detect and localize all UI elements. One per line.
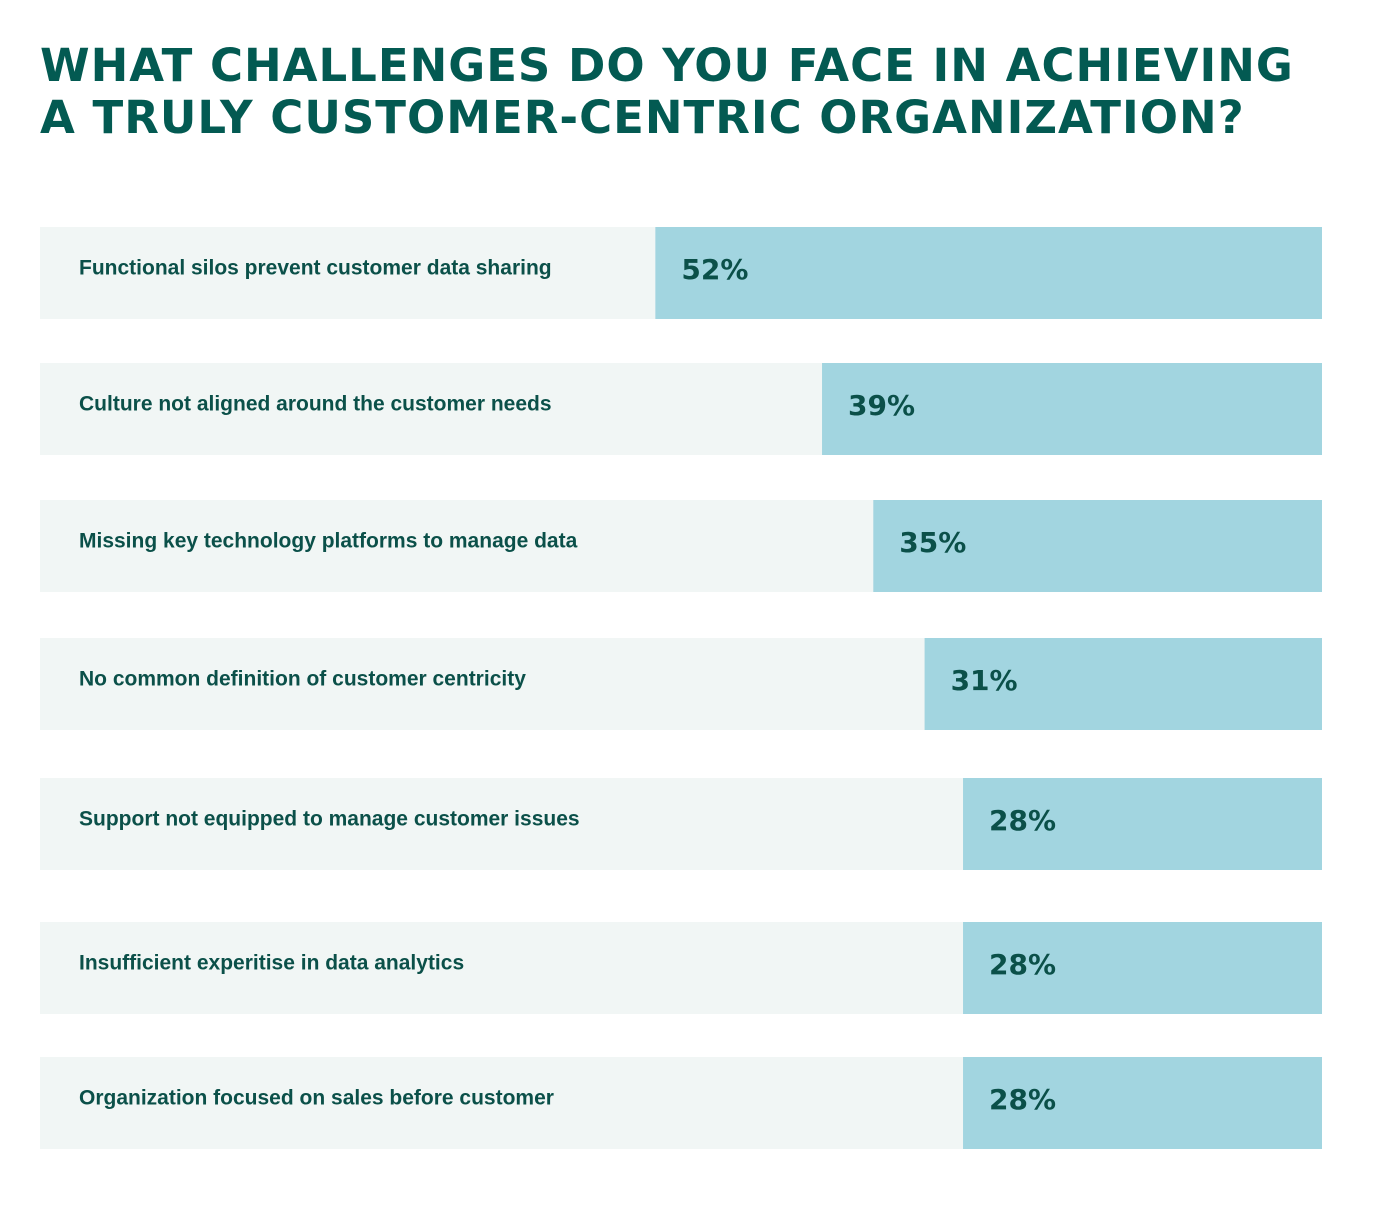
category-label: Culture not aligned around the customer … (79, 393, 552, 416)
chart-title: WHAT CHALLENGES DO YOU FACE IN ACHIEVING… (40, 40, 1340, 144)
value-label: 39% (848, 389, 915, 422)
bar-row: Missing key technology platforms to mana… (40, 500, 1322, 592)
category-label: Organization focused on sales before cus… (79, 1087, 554, 1110)
value-label: 28% (989, 1083, 1056, 1116)
bar-row: Insufficient experitise in data analytic… (40, 922, 1322, 1014)
bar (873, 500, 1322, 592)
bar-row: Organization focused on sales before cus… (40, 1057, 1322, 1149)
value-label: 35% (899, 526, 966, 559)
category-label: Functional silos prevent customer data s… (79, 257, 552, 280)
chart-title-line-1: WHAT CHALLENGES DO YOU FACE IN ACHIEVING (40, 39, 1294, 92)
value-label: 52% (681, 253, 748, 286)
bar (655, 227, 1322, 319)
bar-row: No common definition of customer centric… (40, 638, 1322, 730)
chart-title-line-2: A TRULY CUSTOMER-CENTRIC ORGANIZATION? (40, 91, 1245, 144)
bar (963, 778, 1322, 870)
bar (963, 922, 1322, 1014)
bar (924, 638, 1322, 730)
category-label: No common definition of customer centric… (79, 668, 526, 691)
bar (963, 1057, 1322, 1149)
category-label: Insufficient experitise in data analytic… (79, 952, 464, 975)
bar (822, 363, 1322, 455)
bar-row: Functional silos prevent customer data s… (40, 227, 1322, 319)
bar-row: Support not equipped to manage customer … (40, 778, 1322, 870)
value-label: 28% (989, 804, 1056, 837)
category-label: Missing key technology platforms to mana… (79, 530, 578, 553)
category-label: Support not equipped to manage customer … (79, 808, 580, 831)
value-label: 28% (989, 948, 1056, 981)
value-label: 31% (951, 664, 1018, 697)
bar-row: Culture not aligned around the customer … (40, 363, 1322, 455)
